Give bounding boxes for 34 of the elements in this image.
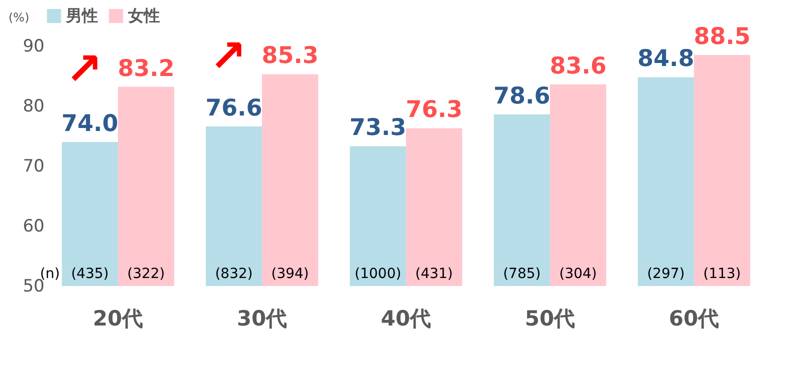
annotation: (394) xyxy=(271,266,309,282)
annotation: (113) xyxy=(703,266,741,282)
y-tick-label: 90 xyxy=(22,36,44,56)
y-axis-title: (%) xyxy=(8,10,30,24)
y-tick-label: 70 xyxy=(22,156,44,176)
x-tick-label: 40代 xyxy=(380,306,432,330)
annotation: ↗ xyxy=(66,44,102,95)
x-tick-label: 20代 xyxy=(92,306,144,330)
data-label: 88.5 xyxy=(694,24,750,50)
x-tick-label: 50代 xyxy=(524,306,576,330)
legend-label: 男性 xyxy=(65,6,98,25)
y-tick-label: 60 xyxy=(22,216,44,236)
data-label: 74.0 xyxy=(62,111,118,137)
y-tick-label: 80 xyxy=(22,96,44,116)
annotation: (304) xyxy=(559,266,597,282)
data-label: 76.3 xyxy=(406,97,462,124)
data-label: 76.6 xyxy=(206,95,262,122)
annotation: (832) xyxy=(215,266,253,282)
data-label: 83.2 xyxy=(118,56,174,82)
data-label: 84.8 xyxy=(638,46,694,72)
annotation: (297) xyxy=(647,266,685,282)
x-tick-label: 60代 xyxy=(668,306,720,330)
data-label: 83.6 xyxy=(550,53,606,80)
data-label: 78.6 xyxy=(494,83,550,110)
legend-label: 女性 xyxy=(127,6,160,25)
x-tick-label: 30代 xyxy=(236,306,288,330)
annotation: ↗ xyxy=(210,31,246,82)
annotation: (785) xyxy=(503,266,541,282)
data-label: 85.3 xyxy=(262,43,318,70)
annotation: (322) xyxy=(127,266,165,282)
annotation: (435) xyxy=(71,266,109,282)
data-label: 73.3 xyxy=(350,115,406,142)
annotation: (431) xyxy=(415,266,453,282)
annotation: (1000) xyxy=(354,266,402,282)
